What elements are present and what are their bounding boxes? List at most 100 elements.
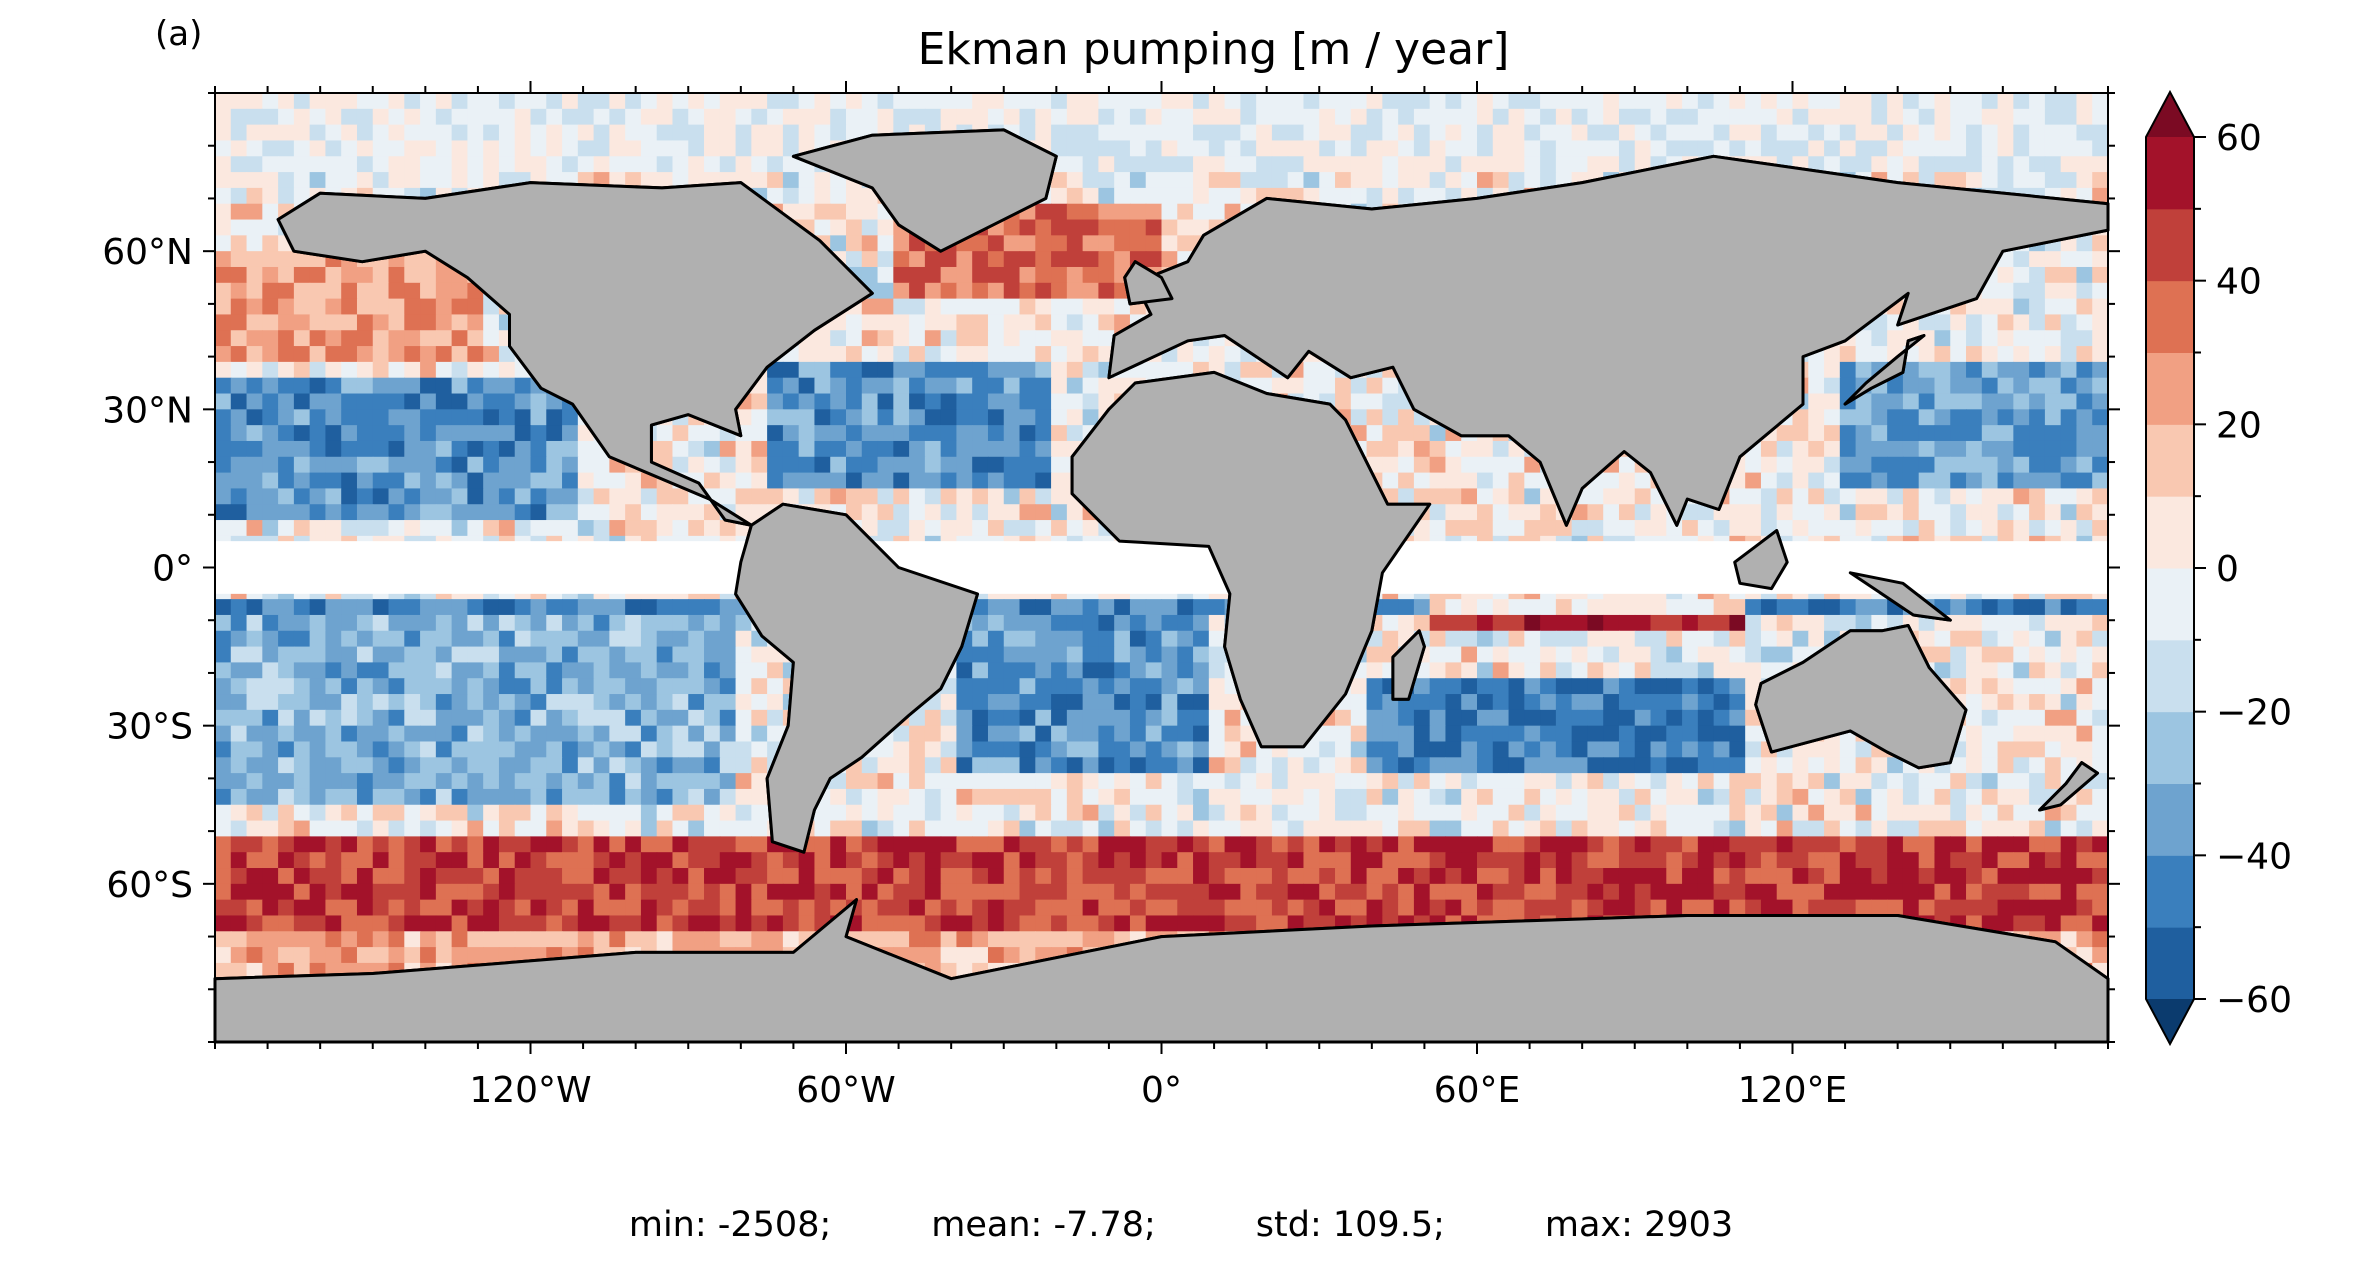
heatmap-cell bbox=[1839, 108, 1857, 126]
heatmap-cell bbox=[1177, 614, 1194, 632]
heatmap-cell bbox=[830, 108, 847, 126]
heatmap-cell bbox=[1256, 108, 1273, 126]
heatmap-cell bbox=[987, 488, 1005, 505]
heatmap-cell bbox=[940, 425, 958, 442]
heatmap-cell bbox=[1366, 662, 1383, 679]
heatmap-cell bbox=[1997, 377, 2014, 395]
heatmap-cell bbox=[1666, 678, 1683, 695]
heatmap-cell bbox=[972, 725, 989, 743]
heatmap-cell bbox=[1003, 108, 1021, 126]
heatmap-cell bbox=[1445, 488, 1462, 505]
heatmap-cell bbox=[1098, 599, 1115, 616]
heatmap-cell bbox=[1839, 124, 1857, 142]
heatmap-cell bbox=[577, 678, 595, 695]
heatmap-cell bbox=[325, 266, 342, 284]
heatmap-cell bbox=[1240, 741, 1257, 758]
heatmap-cell bbox=[1634, 472, 1652, 490]
heatmap-cell bbox=[1129, 172, 1147, 189]
heatmap-cell bbox=[1950, 361, 1967, 379]
heatmap-cell bbox=[593, 678, 610, 695]
heatmap-cell bbox=[1950, 456, 1967, 474]
heatmap-cell bbox=[956, 266, 973, 284]
heatmap-cell bbox=[2029, 440, 2046, 458]
heatmap-cell bbox=[1429, 93, 1447, 110]
heatmap-cell bbox=[814, 108, 831, 126]
heatmap-cell bbox=[1382, 614, 1399, 632]
heatmap-cell bbox=[435, 646, 453, 663]
heatmap-cell bbox=[1303, 361, 1320, 379]
heatmap-cell bbox=[1981, 393, 1999, 410]
heatmap-cell bbox=[230, 187, 248, 205]
heatmap-cell bbox=[356, 314, 374, 331]
heatmap-cell bbox=[704, 140, 721, 157]
heatmap-cell bbox=[940, 409, 958, 426]
heatmap-cell bbox=[278, 488, 295, 505]
heatmap-cell bbox=[1066, 203, 1084, 221]
heatmap-cell bbox=[735, 678, 752, 695]
heatmap-cell bbox=[262, 472, 279, 490]
heatmap-cell bbox=[688, 140, 705, 157]
heatmap-cell bbox=[1429, 662, 1447, 679]
heatmap-cell bbox=[1019, 393, 1036, 410]
heatmap-cell bbox=[972, 678, 989, 695]
heatmap-cell bbox=[1003, 282, 1021, 300]
heatmap-cell bbox=[1745, 520, 1762, 537]
heatmap-cell bbox=[1950, 630, 1967, 648]
heatmap-cell bbox=[767, 709, 784, 727]
heatmap-cell bbox=[2060, 456, 2078, 474]
heatmap-cell bbox=[593, 614, 610, 632]
heatmap-cell bbox=[483, 520, 500, 537]
heatmap-cell bbox=[2076, 425, 2093, 442]
heatmap-cell bbox=[356, 741, 374, 758]
heatmap-cell bbox=[1997, 409, 2014, 426]
heatmap-cell bbox=[1461, 630, 1478, 648]
heatmap-cell bbox=[735, 456, 752, 474]
heatmap-cell bbox=[1477, 93, 1494, 110]
heatmap-cell bbox=[1508, 646, 1525, 663]
heatmap-cell bbox=[1477, 456, 1494, 474]
heatmap-cell bbox=[972, 614, 989, 632]
heatmap-cell bbox=[814, 172, 831, 189]
heatmap-cell bbox=[846, 330, 863, 347]
heatmap-cell bbox=[1540, 156, 1557, 173]
heatmap-cell bbox=[451, 472, 468, 490]
heatmap-cell bbox=[1035, 709, 1052, 727]
heatmap-cell bbox=[1429, 425, 1447, 442]
heatmap-cell bbox=[1540, 520, 1557, 537]
heatmap-cell bbox=[1855, 409, 1872, 426]
heatmap-cell bbox=[388, 361, 405, 379]
heatmap-cell bbox=[1524, 630, 1541, 648]
heatmap-cell bbox=[1524, 156, 1541, 173]
heatmap-cell bbox=[1477, 140, 1494, 157]
heatmap-cell bbox=[1477, 520, 1494, 537]
heatmap-cell bbox=[1145, 678, 1163, 695]
heatmap-cell bbox=[1666, 93, 1683, 110]
heatmap-cell bbox=[877, 282, 894, 300]
heatmap-cell bbox=[483, 614, 500, 632]
heatmap-cell bbox=[893, 393, 910, 410]
heatmap-cell bbox=[388, 140, 405, 157]
heatmap-cell bbox=[987, 282, 1005, 300]
heatmap-cell bbox=[278, 504, 295, 521]
heatmap-cell bbox=[593, 741, 610, 758]
heatmap-cell bbox=[1177, 694, 1194, 711]
heatmap-cell bbox=[514, 725, 532, 743]
heatmap-cell bbox=[656, 425, 674, 442]
heatmap-cell bbox=[688, 520, 705, 537]
heatmap-cell bbox=[483, 488, 500, 505]
heatmap-cell bbox=[1224, 709, 1241, 727]
heatmap-cell bbox=[1066, 725, 1084, 743]
heatmap-cell bbox=[1697, 614, 1715, 632]
heatmap-cell bbox=[688, 630, 705, 648]
heatmap-cell bbox=[356, 599, 374, 616]
heatmap-cell bbox=[577, 725, 595, 743]
heatmap-cell bbox=[1161, 741, 1178, 758]
heatmap-cell bbox=[1193, 219, 1210, 236]
heatmap-cell bbox=[1603, 140, 1620, 157]
heatmap-cell bbox=[356, 520, 374, 537]
heatmap-cell bbox=[498, 140, 516, 157]
heatmap-cell bbox=[1177, 172, 1194, 189]
heatmap-cell bbox=[940, 377, 958, 395]
heatmap-cell bbox=[262, 520, 279, 537]
heatmap-cell bbox=[451, 741, 468, 758]
